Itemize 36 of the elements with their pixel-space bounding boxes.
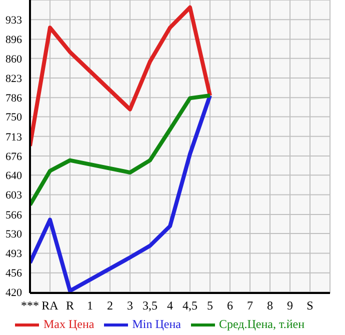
- x-tick-label: R: [66, 298, 74, 313]
- y-tick-label: 676: [6, 150, 22, 163]
- y-tick-label: 823: [6, 72, 22, 85]
- y-tick-label: 713: [6, 131, 22, 144]
- line-series: [30, 94, 212, 207]
- y-tick-label: 530: [6, 228, 22, 240]
- x-tick-label: 4: [167, 298, 173, 313]
- y-tick-label: 603: [6, 190, 22, 202]
- x-tick-label: 2: [107, 298, 113, 313]
- x-tick-label: 3: [127, 298, 133, 313]
- y-tick-label: 420: [6, 286, 22, 299]
- y-tick-label: 786: [6, 92, 22, 105]
- legend-label: Сред.Цена, т.йен: [218, 316, 305, 331]
- x-tick-label: S: [306, 298, 314, 313]
- y-tick-label: 640: [6, 170, 22, 182]
- y-tick-label: 860: [6, 53, 22, 66]
- y-tick-label: 493: [6, 248, 22, 260]
- y-tick-label: 933: [6, 14, 22, 27]
- x-tick-label: 6: [227, 298, 233, 313]
- x-tick-label: 9: [287, 298, 293, 313]
- x-tick-label: 8: [267, 298, 273, 313]
- line-series: [30, 94, 212, 293]
- y-tick-label: 750: [6, 112, 22, 124]
- x-tick-label: ***: [21, 298, 39, 313]
- line-series: [30, 5, 212, 148]
- x-tick-label: 7: [247, 298, 253, 313]
- legend-label: Max Цена: [43, 316, 94, 331]
- y-tick-label: 896: [6, 34, 22, 46]
- x-tick-label: 1: [87, 298, 93, 313]
- x-tick-label: 3,5: [142, 298, 158, 313]
- x-tick-label: RA: [42, 298, 59, 313]
- legend-label: Min Цена: [132, 316, 181, 331]
- y-tick-label: 566: [6, 209, 22, 222]
- x-tick-label: 4,5: [182, 298, 198, 313]
- x-tick-label: 5: [207, 298, 213, 313]
- y-tick-label: 456: [6, 268, 22, 280]
